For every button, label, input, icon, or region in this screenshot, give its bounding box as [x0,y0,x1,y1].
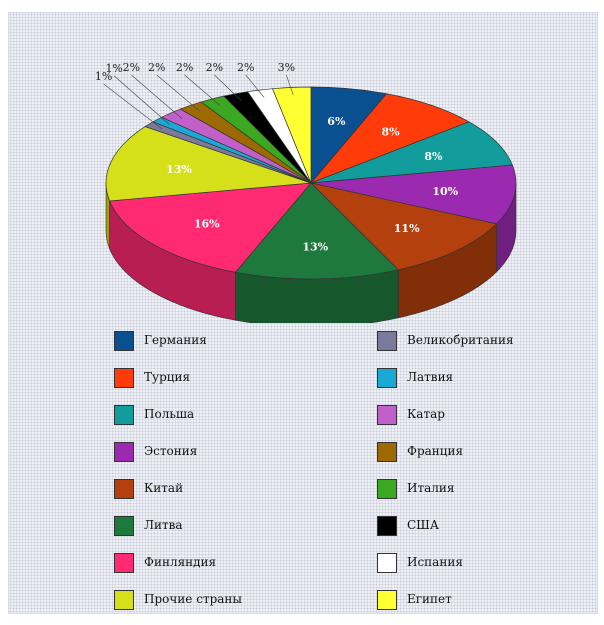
leader-line-10 [131,74,183,119]
legend-label: Великобритания [407,333,514,347]
legend-item: Латвия [377,368,577,390]
legend-item: Великобритания [377,331,577,353]
legend-item: Италия [377,479,577,501]
pie-slice-5 [234,182,399,280]
pie-slice-4 [309,182,498,271]
slice-label-12: 2% [176,61,193,74]
legend-item: Прочие страны [114,590,314,612]
legend-item: США [377,516,577,538]
legend-item: Испания [377,553,577,575]
slice-label-0: 6% [327,115,346,128]
legend-item: Египет [377,590,577,612]
legend-label: Турция [144,370,191,384]
legend-swatch [114,553,134,573]
legend-label: Италия [407,481,455,495]
legend-swatch [114,516,134,536]
legend-label: Литва [144,518,183,532]
leader-line-9 [113,75,170,125]
legend-item: Эстония [114,442,314,464]
legend-swatch [377,479,397,499]
leader-line-15 [286,74,294,96]
chart-area: 6% 8% 8% 10% 11% 13% 16% 13% 1% 1% 2% 2% 2% 2% 2% 3% Ге… [8,12,598,614]
legend-label: Катар [407,407,445,421]
legend-swatch [377,516,397,536]
legend-label: Германия [144,333,207,347]
slice-label-8: 1% [95,70,112,83]
legend-swatch [114,442,134,462]
legend-swatch [114,590,134,610]
legend-swatch [377,442,397,462]
legend-item: Польша [114,405,314,427]
legend-swatch [114,368,134,388]
legend-swatch [377,405,397,425]
legend-item: Катар [377,405,577,427]
slice-label-3: 10% [432,185,458,198]
slice-label-6: 16% [194,217,220,230]
legend-item: Литва [114,516,314,538]
slice-label-11: 2% [148,61,165,74]
legend-item: Франция [377,442,577,464]
leader-line-12 [184,74,221,106]
leader-line-8 [103,83,163,130]
slice-label-9: 1% [105,62,122,75]
pie-slice-2 [310,121,513,184]
legend-item: Китай [114,479,314,501]
leader-line-11 [156,74,201,112]
legend-swatch [377,590,397,610]
legend-label: Польша [144,407,195,421]
pie-slice-1 [310,93,470,184]
pie-slice-7 [105,126,312,202]
legend-item: Турция [114,368,314,390]
legend-label: Эстония [144,444,198,458]
legend-label: Латвия [407,370,454,384]
legend-swatch [114,405,134,425]
pie-slice-15 [272,86,312,184]
legend-label: Франция [407,444,464,458]
legend-swatch [114,479,134,499]
legend-label: США [407,518,439,532]
slice-label-2: 8% [424,150,443,163]
pie-chart: 6%8%8%10%11%13%16%13%1%1% 2% 2% 2% 2% 2% 3% [95,61,517,323]
legend-swatch [377,553,397,573]
pie-slice-3 [310,164,517,225]
slice-label-4: 11% [394,222,420,235]
legend-item: Германия [114,331,314,353]
legend-label: Египет [407,592,452,606]
legend-label: Прочие страны [144,592,242,606]
legend-label: Финляндия [144,555,217,569]
legend-swatch [377,331,397,351]
legend-label: Испания [407,555,463,569]
legend-label: Китай [144,481,184,495]
slice-label-10: 2% [123,61,140,74]
slice-label-15: 3% [278,61,295,74]
slice-label-14: 2% [237,61,254,74]
slice-label-7: 13% [166,163,192,176]
leader-line-14 [245,74,265,98]
slice-label-1: 8% [381,126,400,139]
slice-label-5: 13% [302,240,328,253]
leader-line-13 [214,74,242,102]
legend-swatch [114,331,134,351]
pie-slice-6 [109,182,312,273]
legend-swatch [377,368,397,388]
slice-label-13: 2% [206,61,223,74]
legend-item: Финляндия [114,553,314,575]
